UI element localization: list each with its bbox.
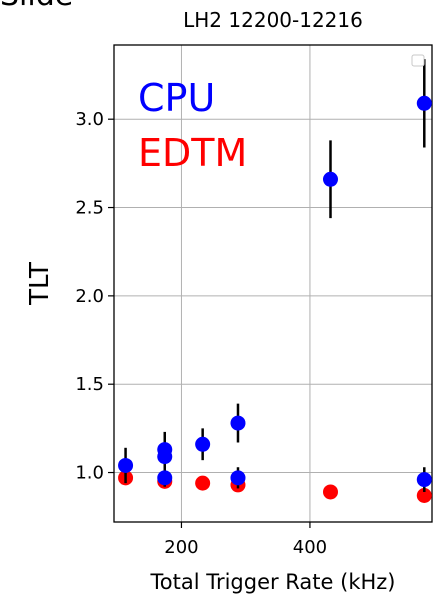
- legend-box: [411, 54, 425, 67]
- x-tick-label-1: 400: [293, 537, 327, 558]
- cpu-point-6: [230, 470, 246, 486]
- cpu-point-7: [322, 171, 338, 187]
- x-axis-label: Total Trigger Rate (kHz): [149, 570, 395, 594]
- clipped-slide-text: Slide: [0, 0, 73, 13]
- y-tick-label-0: 1.0: [75, 463, 104, 484]
- chart-title: LH2 12200-12216: [183, 8, 363, 32]
- cpu-point-2: [157, 449, 173, 465]
- cpu-point-3: [157, 470, 173, 486]
- cpu-series-label: CPU: [138, 76, 215, 120]
- y-axis-label: TLT: [25, 262, 55, 306]
- cpu-point-9: [416, 472, 432, 488]
- edtm-point-5: [416, 488, 432, 503]
- y-tick-label-2: 2.0: [75, 286, 104, 307]
- y-tick-label-1: 1.5: [75, 374, 104, 395]
- plot-frame: [113, 44, 433, 523]
- cpu-point-8: [416, 95, 432, 111]
- x-tick-label-0: 200: [164, 537, 198, 558]
- edtm-series-label: EDTM: [138, 131, 247, 175]
- y-tick-label-3: 2.5: [75, 198, 104, 219]
- cpu-point-4: [195, 436, 211, 452]
- y-tick-label-4: 3.0: [75, 109, 104, 130]
- cpu-point-5: [230, 415, 246, 431]
- edtm-point-2: [195, 475, 211, 491]
- cpu-point-0: [118, 457, 134, 473]
- edtm-point-4: [322, 484, 338, 500]
